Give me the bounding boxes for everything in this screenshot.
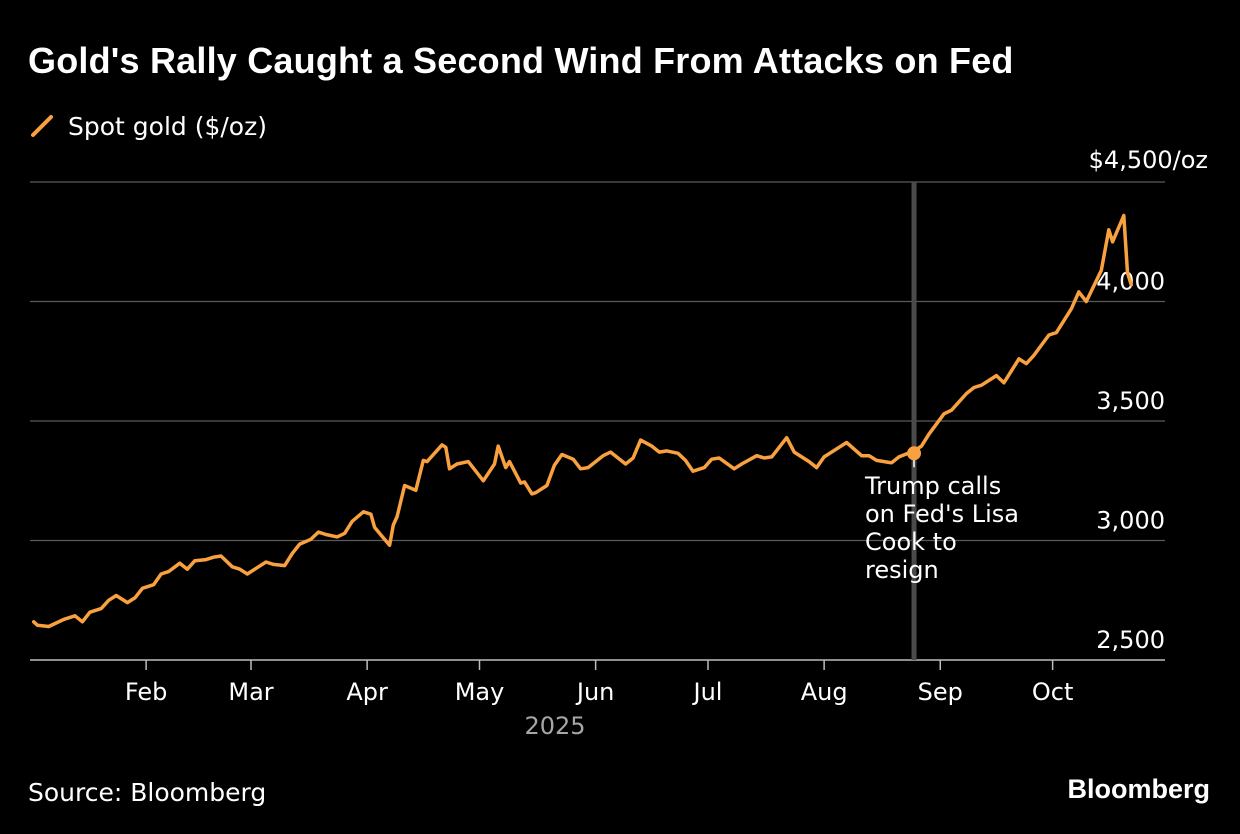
source-note: Source: Bloomberg: [28, 778, 267, 807]
y-tick-label: 3,000: [1096, 507, 1165, 535]
x-tick-label: May: [455, 678, 505, 706]
series-layer: [31, 213, 1134, 629]
annotation-text: Trump calls on Fed's Lisa Cook to resign: [864, 472, 1019, 584]
y-tick-label: 3,500: [1096, 387, 1165, 415]
annotation-text-line: on Fed's Lisa: [865, 500, 1019, 528]
x-tick-label: Aug: [801, 678, 848, 706]
annotation-layer: Trump calls on Fed's Lisa Cook to resign: [864, 446, 1019, 584]
annotation-text-line: Cook to: [865, 528, 957, 556]
x-axis: Feb Mar Apr May Jun Jul Aug Sep Oct 2025: [125, 660, 1074, 740]
legend-line-swatch-icon: [31, 115, 53, 137]
y-tick-label: $4,500/oz: [1089, 146, 1208, 174]
annotation-text-line: resign: [865, 556, 939, 584]
x-tick-label: Oct: [1032, 678, 1074, 706]
gridlines: [30, 181, 1165, 661]
x-tick-label: Feb: [125, 678, 168, 706]
chart-title: Gold's Rally Caught a Second Wind From A…: [28, 40, 1014, 81]
annotation-marker: [907, 446, 922, 461]
x-tick-label: Jun: [575, 678, 615, 706]
y-tick-label: 2,500: [1096, 626, 1165, 654]
legend: Spot gold ($/oz): [30, 108, 267, 144]
x-axis-year-label: 2025: [524, 712, 585, 740]
x-tick-label: Sep: [918, 678, 963, 706]
x-tick-label: Apr: [346, 678, 388, 706]
legend-label: Spot gold ($/oz): [68, 111, 267, 141]
bloomberg-logo: Bloomberg: [1067, 774, 1210, 804]
x-tick-label: Mar: [228, 678, 273, 706]
x-tick-label: Jul: [692, 678, 723, 706]
spot-gold-line: [31, 213, 1134, 629]
annotation-text-line: Trump calls: [864, 472, 1001, 500]
